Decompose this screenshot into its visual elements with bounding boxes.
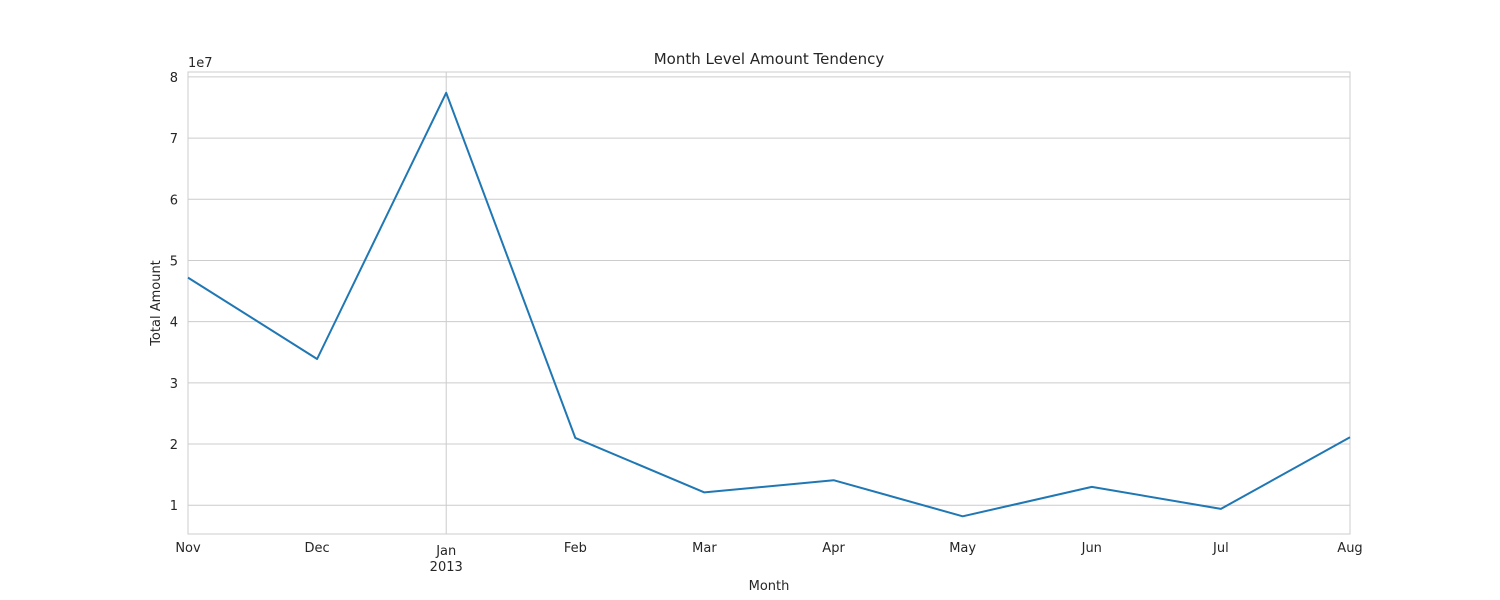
grid-lines: [188, 72, 1350, 534]
y-tick-label: 2: [170, 438, 178, 453]
y-axis-multiplier: 1e7: [188, 56, 213, 71]
x-tick-label: Jan: [435, 544, 456, 559]
x-tick-sublabel: 2013: [430, 560, 463, 575]
y-tick-label: 6: [170, 193, 178, 208]
x-tick-label: Apr: [822, 541, 845, 556]
x-tick-label: May: [949, 541, 976, 556]
x-tick-label: Jun: [1081, 541, 1102, 556]
y-tick-label: 8: [170, 71, 178, 86]
plot-frame: [187, 71, 1351, 535]
x-tick-label: Feb: [564, 541, 587, 556]
series-line: [187, 91, 1351, 518]
y-tick-label: 5: [170, 254, 178, 269]
x-tick-label: Jul: [1212, 541, 1229, 556]
y-axis-label: Total Amount: [149, 260, 164, 347]
x-tick-label: Mar: [692, 541, 717, 556]
y-tick-label: 1: [170, 499, 178, 514]
x-tick-label: Dec: [305, 541, 330, 556]
chart-title: Month Level Amount Tendency: [654, 50, 885, 68]
y-tick-labels: 1 2 3 4 5 6 7 8: [170, 71, 178, 514]
series-layer: [187, 91, 1351, 518]
y-tick-label: 7: [170, 132, 178, 147]
x-tick-label: Nov: [175, 541, 201, 556]
x-axis-label: Month: [749, 579, 790, 594]
x-tick-label: Aug: [1337, 541, 1362, 556]
y-tick-label: 3: [170, 377, 178, 392]
y-tick-label: 4: [170, 316, 178, 331]
